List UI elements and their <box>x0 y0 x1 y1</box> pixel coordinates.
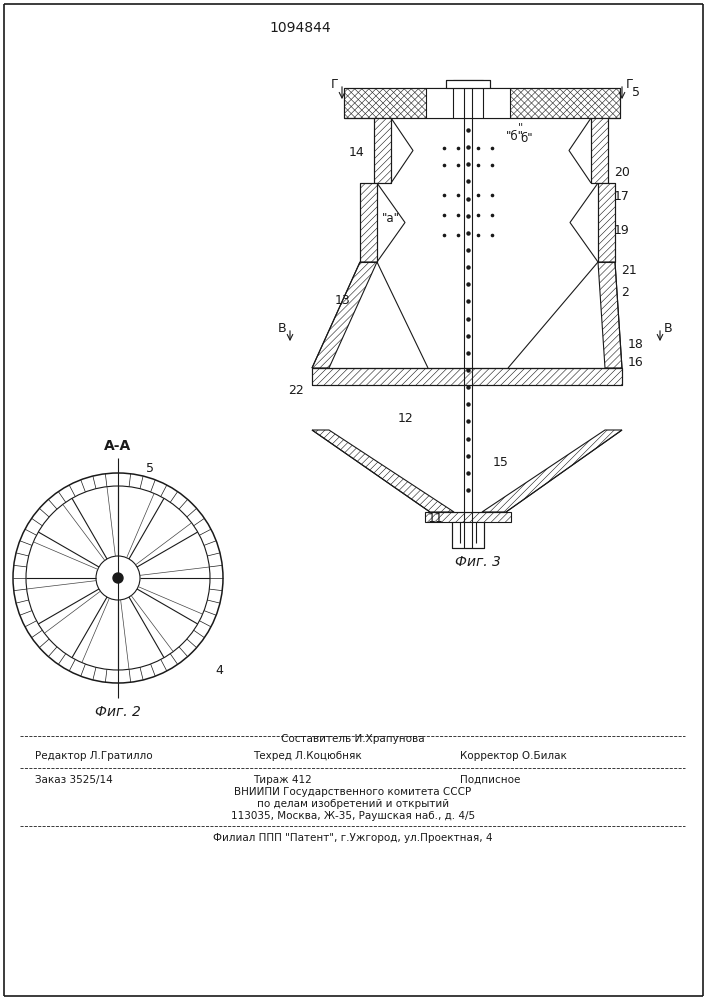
Text: 16: 16 <box>628 356 644 368</box>
Text: 22: 22 <box>288 383 304 396</box>
Text: по делам изобретений и открытий: по делам изобретений и открытий <box>257 799 449 809</box>
Bar <box>591 118 608 183</box>
Text: Заказ 3525/14: Заказ 3525/14 <box>35 775 112 785</box>
Text: 21: 21 <box>621 263 637 276</box>
Text: В: В <box>664 322 672 334</box>
Text: 5: 5 <box>146 462 154 475</box>
Text: Г: Г <box>330 78 338 91</box>
Text: Корректор О.Билак: Корректор О.Билак <box>460 751 567 761</box>
Text: 4: 4 <box>215 664 223 678</box>
Polygon shape <box>598 262 622 368</box>
Bar <box>426 88 510 118</box>
Text: Редактор Л.Гратилло: Редактор Л.Гратилло <box>35 751 153 761</box>
Text: 12: 12 <box>397 412 413 424</box>
Text: 19: 19 <box>614 224 630 236</box>
Bar <box>452 522 484 548</box>
Text: 2: 2 <box>621 286 629 300</box>
Text: Филиал ППП "Патент", г.Ужгород, ул.Проектная, 4: Филиал ППП "Патент", г.Ужгород, ул.Проек… <box>214 833 493 843</box>
Polygon shape <box>312 262 377 368</box>
Text: 20: 20 <box>614 165 630 178</box>
Text: А-А: А-А <box>105 439 132 453</box>
Bar <box>312 368 622 385</box>
Bar <box>446 80 490 88</box>
Text: 1094844: 1094844 <box>269 21 331 35</box>
Text: "а": "а" <box>382 212 400 225</box>
Bar <box>425 512 511 522</box>
Text: 14: 14 <box>349 145 364 158</box>
Polygon shape <box>482 430 622 512</box>
Text: 5: 5 <box>632 86 640 99</box>
Bar <box>360 183 377 262</box>
Bar <box>453 80 483 118</box>
Text: Тираж 412: Тираж 412 <box>253 775 312 785</box>
Text: ВНИИПИ Государственного комитета СССР: ВНИИПИ Государственного комитета СССР <box>235 787 472 797</box>
Text: 18: 18 <box>628 338 644 352</box>
Bar <box>374 118 391 183</box>
Text: 15: 15 <box>493 456 509 468</box>
Text: б": б" <box>520 131 532 144</box>
Text: 13: 13 <box>334 294 350 306</box>
Text: 11: 11 <box>427 512 443 524</box>
Text: 17: 17 <box>614 190 630 204</box>
Text: Фиг. 3: Фиг. 3 <box>455 555 501 569</box>
Text: В: В <box>277 322 286 334</box>
Bar <box>344 88 620 118</box>
Text: ": " <box>518 122 523 132</box>
Text: Подписное: Подписное <box>460 775 520 785</box>
Text: Составитель И.Храпунова: Составитель И.Храпунова <box>281 734 425 744</box>
Bar <box>598 183 615 262</box>
Polygon shape <box>312 430 454 512</box>
Text: Г: Г <box>626 78 633 91</box>
Text: "б": "б" <box>506 129 524 142</box>
Text: 113035, Москва, Ж-35, Раушская наб., д. 4/5: 113035, Москва, Ж-35, Раушская наб., д. … <box>231 811 475 821</box>
Text: Фиг. 2: Фиг. 2 <box>95 705 141 719</box>
Circle shape <box>113 573 123 583</box>
Text: Техред Л.Коцюбняк: Техред Л.Коцюбняк <box>253 751 362 761</box>
